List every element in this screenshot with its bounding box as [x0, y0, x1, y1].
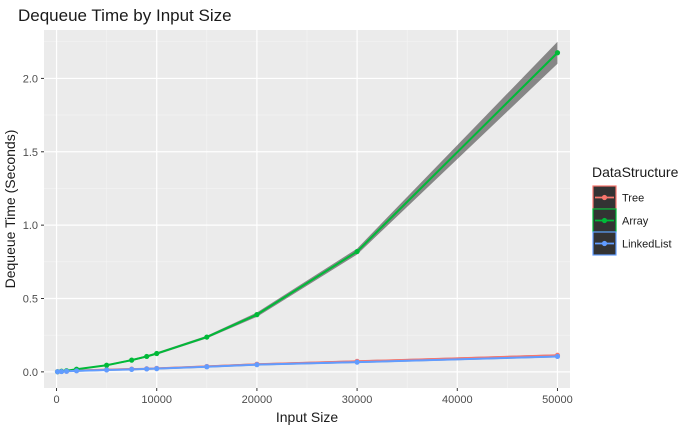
x-tick-label: 0: [53, 394, 59, 406]
y-axis-title: Dequeue Time (Seconds): [2, 130, 18, 289]
legend-key-point: [601, 217, 608, 224]
point-array: [144, 353, 150, 360]
point-linkedlist: [104, 367, 110, 373]
legend-key-point: [601, 240, 608, 247]
chart-title: Dequeue Time by Input Size: [18, 6, 232, 25]
point-array: [104, 362, 110, 368]
point-linkedlist: [73, 368, 80, 374]
point-array: [129, 357, 135, 363]
x-tick-label: 50000: [542, 394, 573, 406]
point-linkedlist: [354, 359, 360, 365]
x-tick-label: 40000: [442, 394, 473, 406]
x-tick-label: 30000: [342, 394, 373, 406]
point-array: [254, 312, 260, 318]
legend-label-linkedlist: LinkedList: [622, 239, 672, 251]
grid: [44, 30, 570, 388]
point-linkedlist: [254, 362, 260, 368]
y-tick-label: 1.0: [23, 220, 38, 232]
point-linkedlist: [154, 366, 160, 372]
point-linkedlist: [58, 368, 65, 375]
x-tick-label: 10000: [141, 394, 172, 406]
legend-key-point: [601, 194, 608, 201]
point-linkedlist: [204, 364, 210, 370]
y-tick-label: 1.5: [23, 147, 38, 159]
point-linkedlist: [554, 353, 561, 360]
legend: DataStructure Tree Array LinkedList: [592, 164, 679, 256]
y-tick-label: 2.0: [23, 73, 38, 85]
legend-label-tree: Tree: [622, 193, 644, 205]
point-array: [154, 350, 160, 357]
y-tick-label: 0.0: [23, 367, 38, 379]
point-linkedlist: [129, 366, 135, 372]
point-linkedlist: [54, 369, 61, 375]
series-points: [54, 50, 561, 375]
point-linkedlist: [63, 368, 70, 374]
x-tick-label: 20000: [242, 394, 273, 406]
x-axis-title: Input Size: [276, 409, 338, 425]
point-array: [204, 334, 210, 340]
legend-title: DataStructure: [592, 164, 679, 180]
point-array: [554, 50, 561, 56]
y-tick-label: 0.5: [23, 294, 38, 306]
point-linkedlist: [144, 366, 150, 372]
legend-label-array: Array: [622, 216, 649, 228]
x-axis-ticks: 0 10000 20000 30000 40000 50000: [53, 388, 573, 406]
point-array: [354, 248, 360, 255]
y-axis-ticks: 0.0 0.5 1.0 1.5 2.0: [23, 73, 44, 379]
